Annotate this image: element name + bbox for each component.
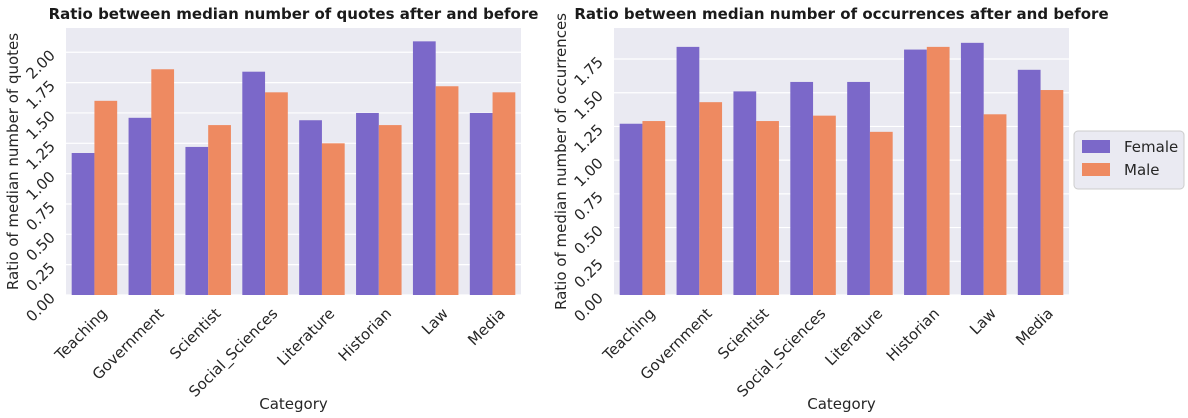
quotes-bar-female-social_sciences (242, 71, 266, 295)
occurrences-bar-male-social_sciences (813, 115, 836, 295)
occurrences-bar-male-literature (869, 131, 893, 295)
occurrences-y-tick-label: 0.00 (570, 289, 606, 325)
quotes-x-ticks: TeachingGovernmentScientistSocial_Scienc… (51, 304, 509, 401)
quotes-y-tick-label: 1.25 (22, 137, 58, 173)
occurrences-bars (619, 42, 1064, 296)
quotes-bar-male-scientist (208, 125, 231, 295)
occurrences-bar-female-law (960, 42, 984, 296)
occurrences-bar-male-scientist (756, 121, 779, 295)
quotes-bar-male-literature (321, 143, 345, 295)
legend-label-male: Male (1124, 161, 1160, 179)
occurrences-bar-male-media (1040, 90, 1064, 295)
occurrences-x-ticks: TeachingGovernmentScientistSocial_Scienc… (599, 304, 1057, 401)
occurrences-x-tick-label: Historian (883, 305, 943, 365)
occurrences-x-axis-label: Category (807, 395, 876, 413)
quotes-x-tick-label: Law (418, 305, 452, 339)
quotes-y-tick-label: 0.75 (22, 198, 58, 234)
quotes-x-axis-label: Category (259, 395, 328, 413)
legend-label-female: Female (1124, 138, 1178, 156)
occurrences-chart-title: Ratio between median number of occurrenc… (574, 5, 1108, 23)
quotes-y-tick-label: 2.00 (22, 46, 58, 82)
occurrences-y-tick-label: 1.50 (570, 87, 606, 123)
quotes-y-tick-label: 1.00 (22, 168, 58, 204)
legend-swatch-male (1082, 163, 1110, 176)
quotes-y-axis-label: Ratio of median number of quotes (4, 33, 22, 290)
quotes-bar-male-historian (378, 125, 402, 295)
quotes-bar-female-government (128, 117, 152, 296)
occurrences-y-tick-label: 1.75 (570, 53, 606, 89)
occurrences-y-tick-label: 0.25 (570, 255, 606, 291)
legend: Female Male (1073, 130, 1185, 190)
occurrences-x-tick-label: Media (1012, 305, 1057, 350)
occurrences-bar-female-media (1017, 69, 1041, 295)
occurrences-bar-female-teaching (619, 123, 643, 295)
quotes-bar-male-media (492, 92, 516, 295)
occurrences-bar-male-historian (926, 46, 950, 296)
occurrences-bar-female-literature (847, 81, 870, 295)
quotes-bar-male-social_sciences (265, 92, 288, 295)
occurrences-y-axis-label: Ratio of median number of occurrences (552, 13, 570, 310)
occurrences-bar-female-government (676, 46, 700, 296)
quotes-x-tick-label: Scientist (166, 304, 224, 362)
occurrences-bar-male-law (983, 114, 1007, 295)
occurrences-x-tick-label: Teaching (599, 305, 659, 365)
quotes-bar-female-historian (356, 112, 379, 295)
occurrences-bar-female-social_sciences (790, 81, 814, 295)
quotes-bar-female-literature (299, 120, 322, 296)
quotes-x-tick-label: Literature (274, 305, 339, 370)
quotes-x-tick-label: Media (464, 305, 509, 350)
occurrences-x-tick-label: Law (966, 305, 1000, 339)
occurrences-y-tick-label: 0.75 (570, 188, 606, 224)
legend-swatch-female (1082, 140, 1110, 153)
quotes-x-tick-label: Teaching (51, 305, 111, 365)
occurrences-bar-male-teaching (642, 121, 666, 295)
quotes-bar-female-media (469, 112, 493, 295)
occurrences-y-ticks: 0.000.250.500.751.001.251.501.75 (570, 53, 606, 325)
quotes-bar-male-law (435, 86, 459, 295)
quotes-bars (71, 41, 516, 296)
occurrences-bar-female-historian (904, 49, 927, 295)
quotes-chart-title: Ratio between median number of quotes af… (49, 5, 539, 23)
quotes-bar-female-scientist (185, 146, 209, 295)
quotes-bar-female-teaching (71, 153, 95, 295)
quotes-x-tick-label: Historian (335, 305, 395, 365)
occurrences-y-tick-label: 1.25 (570, 121, 606, 157)
occurrences-y-tick-label: 0.50 (570, 222, 606, 258)
occurrences-x-tick-label: Scientist (714, 304, 772, 362)
occurrences-x-tick-label: Literature (822, 305, 887, 370)
occurrences-chart: 0.000.250.500.751.001.251.501.75 Teachin… (552, 5, 1109, 413)
quotes-y-tick-label: 0.25 (22, 259, 58, 295)
quotes-chart: 0.000.250.500.751.001.251.501.752.00 Tea… (4, 5, 538, 413)
quotes-y-tick-label: 1.75 (22, 77, 58, 113)
quotes-y-tick-label: 0.50 (22, 228, 58, 264)
quotes-bar-female-law (412, 41, 436, 295)
occurrences-bar-female-scientist (733, 91, 757, 295)
quotes-y-tick-label: 0.00 (22, 289, 58, 325)
occurrences-y-tick-label: 1.00 (570, 154, 606, 190)
quotes-bar-male-teaching (94, 100, 118, 296)
quotes-bar-male-government (151, 69, 175, 295)
quotes-y-tick-label: 1.50 (22, 107, 58, 143)
occurrences-bar-male-government (699, 102, 723, 296)
quotes-y-ticks: 0.000.250.500.751.001.251.501.752.00 (22, 46, 58, 325)
